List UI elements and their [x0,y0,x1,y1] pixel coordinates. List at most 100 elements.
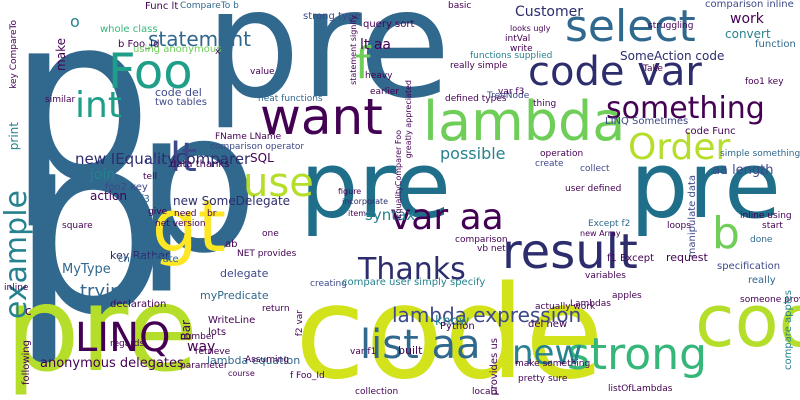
cloud-word-compare-user-simply-specify: compare user simply specify [342,277,486,288]
cloud-word-provides-us: provides us [489,338,500,396]
cloud-word-compareto-b: CompareTo b [180,1,239,11]
cloud-word-two-tables: two tables [155,97,207,108]
cloud-word-use: use [243,160,314,206]
cloud-word-lt: lt [170,135,197,181]
cloud-word-looks-ugly: looks ugly [510,24,551,33]
cloud-word-anonymous-delegates: anonymous delegates [40,356,184,371]
cloud-word-linq-sometimes: LINQ Sometimes [605,116,689,127]
cloud-word-declaration: declaration [110,299,167,310]
cloud-word-inline-using: inline using [740,211,792,221]
cloud-word-lt-aa: lt aa [360,37,391,53]
cloud-word-new-array: new Array [580,229,621,238]
cloud-word-local1: local1 [472,387,499,397]
cloud-word-code-del: code del [155,86,202,99]
cloud-word-treenode: TreeNode [487,91,530,101]
cloud-word-fname-lname: FName LName [215,132,282,142]
cloud-word-net-provides: NET provides [237,249,297,259]
cloud-word-way: way [187,339,216,355]
cloud-word-f1-except: f1 Except [607,253,655,264]
cloud-word-print: print [7,122,21,151]
cloud-word-thing: thing [533,99,557,109]
cloud-word-want: want [260,88,383,146]
cloud-word-similar: similar [45,95,76,105]
cloud-word-struggling: struggling [648,21,694,31]
cloud-word-start: start [762,221,783,231]
cloud-word-retrieve: retrieve [195,347,231,357]
cloud-word-var-f3: var f3 [498,87,525,97]
cloud-word-loops: loops [667,221,691,231]
cloud-word-listoflambdas: listOfLambdas [608,384,673,394]
cloud-word-apples: apples [612,291,642,301]
cloud-word-query-sort: query sort [363,19,415,30]
cloud-word-statement-signify: statement signify [349,15,358,85]
cloud-word-collection: collection [355,387,399,397]
cloud-word-func-lt: Func lt [145,1,179,12]
cloud-word-user-defined: user defined [565,184,622,194]
cloud-word-ab: ab [225,239,238,250]
cloud-word-p-center: p [135,69,259,296]
cloud-word-simple-something: simple something [720,149,800,159]
cloud-word-delegate: delegate [220,267,269,280]
cloud-word-order: Order [628,127,731,168]
cloud-word-neat-functions: neat functions [258,94,323,104]
cloud-word-figure: figure [338,187,362,196]
cloud-word-var-f1: var f1 [350,347,377,357]
cloud-word-greatly-appreciated: greatly appreciated [404,80,413,159]
cloud-word-trying: trying [80,281,133,302]
cloud-word-course: course [228,369,255,378]
cloud-word-comparison-inline: comparison inline [705,0,794,10]
cloud-word-need: need [174,209,197,219]
cloud-word-customer: Customer [515,4,584,20]
cloud-word-c: c [25,304,32,318]
cloud-word-actually-work: actually work [535,302,596,312]
cloud-word-b: b [712,208,740,259]
cloud-word-done: done [750,235,773,245]
cloud-word-code-var: code var [528,49,702,95]
cloud-word-collect: collect [580,164,610,174]
cloud-word-someone-provide: someone provide [740,295,800,305]
cloud-word-linq: LINQ [75,315,171,361]
cloud-word-lambda: lambda [423,90,626,153]
cloud-word-create: create [535,159,564,169]
cloud-word-data-thanks: data thanks [170,159,230,170]
cloud-word-int: int [75,85,122,126]
cloud-word-make: make [54,38,68,71]
cloud-word-return: return [262,304,290,314]
cloud-word-something: something [606,91,765,126]
cloud-word-code-pre-mid: pre [300,132,451,239]
cloud-word-new-iequalitycomparer: new IEqualityComparer [75,150,251,168]
cloud-word-regards: regards [110,339,145,349]
cloud-word-aa-length: aa length [712,163,774,178]
cloud-word-lambda-expression: lambda expression [392,303,582,327]
cloud-word-pre-top: pre [205,0,451,132]
cloud-word-specification: specification [717,261,781,272]
cloud-word-f: f [355,38,371,89]
cloud-word-code-func: code Func [685,126,736,137]
cloud-word-mypredicate: myPredicate [200,289,269,302]
cloud-word-foo: Foo [108,44,193,100]
cloud-word-basic: basic [448,1,472,11]
cloud-word-write: write [510,44,533,54]
cloud-word-creating: creating [310,279,347,289]
cloud-word-key-compareto: key CompareTo [9,20,19,89]
cloud-word-variables: variables [585,271,626,281]
cloud-word-strong: strong [567,329,708,380]
cloud-word-built: built [398,344,423,357]
cloud-word-iequalitycomparer-foo: IEqualityComparer Foo [394,130,403,222]
cloud-word-var-aa: var aa [390,197,504,238]
cloud-word-heavy: heavy [365,71,393,81]
cloud-word-key-rather: key Rather [110,249,170,262]
cloud-word-whole-class: whole class [100,24,158,35]
cloud-word-except-f2: Except f2 [588,219,631,229]
cloud-word-operation: operation [540,149,584,159]
cloud-word-f-foo-id: f Foo_Id [290,371,325,381]
cloud-word-writeline: WriteLine [208,315,256,326]
cloud-word-square: square [62,221,93,231]
cloud-word-code-bottom: code [295,259,604,400]
cloud-word-sql: SQL [250,151,274,165]
cloud-word-x: x [215,47,221,57]
cloud-word-someaction-code: SomeAction code [620,49,725,63]
cloud-word-manipulate-data: manipulate data [687,175,698,258]
cloud-word-statement: statement [148,27,251,51]
